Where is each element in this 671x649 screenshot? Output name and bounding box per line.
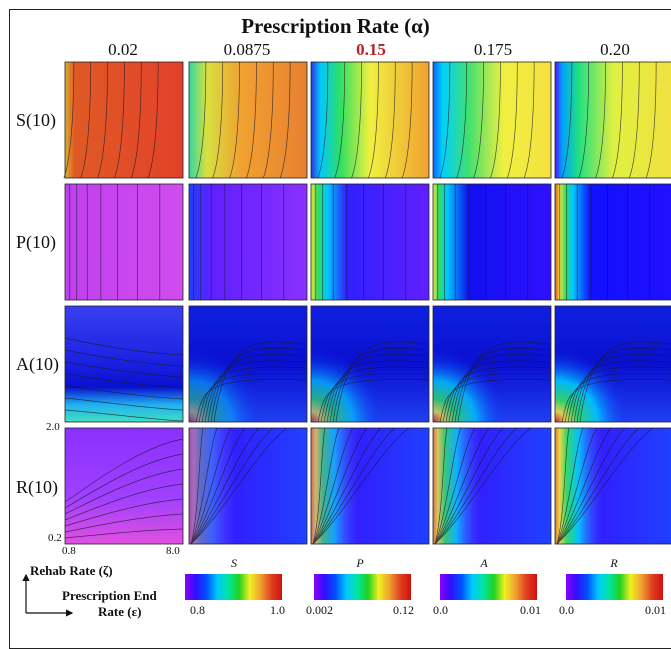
- row-label-a: A(10): [16, 354, 59, 374]
- panel-border-r4-c5: [554, 427, 671, 545]
- panel-border-r2-c3: [310, 183, 430, 301]
- colorbar-label-p: P: [356, 556, 364, 570]
- y-tick-max: 2.0: [46, 421, 60, 433]
- panel-p-4: [433, 184, 551, 300]
- colorbar-r-min: 0.0: [559, 603, 574, 617]
- panel-border-r1-c3: [310, 61, 430, 179]
- panel-border-r3-c3: [310, 305, 430, 423]
- contour-lines-col-5: [556, 61, 671, 545]
- column-label-5: 0.20: [600, 40, 630, 59]
- colorbar-a: [440, 574, 537, 600]
- x-tick-min: 0.8: [62, 545, 76, 557]
- contour-panel-grid: [63, 61, 671, 545]
- x-axis-label-line1: Prescription End: [62, 588, 157, 603]
- panel-border-r4-c4: [432, 427, 552, 545]
- panel-border-r4-c2: [188, 427, 308, 545]
- column-label-4: 0.175: [473, 40, 513, 59]
- colorbar-s: [185, 574, 282, 600]
- colorbar-p: [314, 574, 411, 600]
- colorbars: [185, 574, 663, 600]
- panel-border-r3-c2: [188, 305, 308, 423]
- colorbar-label-s: S: [231, 556, 237, 570]
- contour-lines-col-3: [312, 61, 430, 545]
- colorbar-label-a: A: [480, 556, 488, 570]
- colorbar-p-max: 0.12: [393, 603, 414, 617]
- panel-border-r1-c1: [64, 61, 184, 179]
- panel-s-4: [433, 62, 551, 178]
- panel-border-r1-c2: [188, 61, 308, 179]
- panel-border-r3-c1: [64, 305, 184, 423]
- panel-border-r1-c4: [432, 61, 552, 179]
- panel-border-r3-c4: [432, 305, 552, 423]
- figure: Prescription Rate (α) 0.02 0.0875 0.15 0…: [9, 9, 671, 649]
- panel-border-r2-c2: [188, 183, 308, 301]
- y-axis-label: Rehab Rate (ζ): [30, 563, 113, 578]
- panel-border-r2-c5: [554, 183, 671, 301]
- row-label-s: S(10): [16, 110, 56, 130]
- panel-border-r1-c5: [554, 61, 671, 179]
- panel-s-3: [311, 62, 429, 178]
- x-tick-max: 8.0: [166, 545, 180, 557]
- colorbar-r-max: 0.01: [645, 603, 666, 617]
- x-axis-label-line2: Rate (ε): [98, 604, 142, 619]
- panel-p-1: [65, 184, 183, 300]
- panel-s-2: [189, 62, 307, 178]
- panel-a-glow-5: [555, 306, 671, 422]
- figure-title: Prescription Rate (α): [241, 14, 430, 38]
- panel-border-r4-c1: [64, 427, 184, 545]
- panel-border-r3-c5: [554, 305, 671, 423]
- panel-border-r2-c4: [432, 183, 552, 301]
- colorbar-r: [566, 574, 663, 600]
- colorbar-s-min: 0.8: [190, 603, 205, 617]
- panel-s-5: [555, 62, 671, 178]
- column-label-3-highlighted: 0.15: [356, 40, 386, 59]
- colorbar-s-max: 1.0: [270, 603, 285, 617]
- panel-p-5: [555, 184, 671, 300]
- row-label-p: P(10): [16, 232, 56, 252]
- panel-border-r2-c1: [64, 183, 184, 301]
- contour-lines-col-4: [434, 61, 552, 545]
- contour-lines-col-1: [63, 61, 184, 539]
- y-tick-min: 0.2: [48, 532, 62, 544]
- column-label-2: 0.0875: [223, 40, 271, 59]
- panel-a-1: [65, 306, 183, 422]
- panel-p-2: [189, 184, 307, 300]
- panel-p-3: [311, 184, 429, 300]
- colorbar-a-min: 0.0: [433, 603, 448, 617]
- column-label-1: 0.02: [108, 40, 138, 59]
- colorbar-a-max: 0.01: [520, 603, 541, 617]
- row-label-r: R(10): [16, 477, 58, 497]
- axis-arrows: [22, 573, 74, 617]
- colorbar-p-min: 0.002: [306, 603, 333, 617]
- panel-border-r4-c3: [310, 427, 430, 545]
- colorbar-label-r: R: [610, 556, 618, 570]
- contour-lines-col-2: [190, 61, 308, 545]
